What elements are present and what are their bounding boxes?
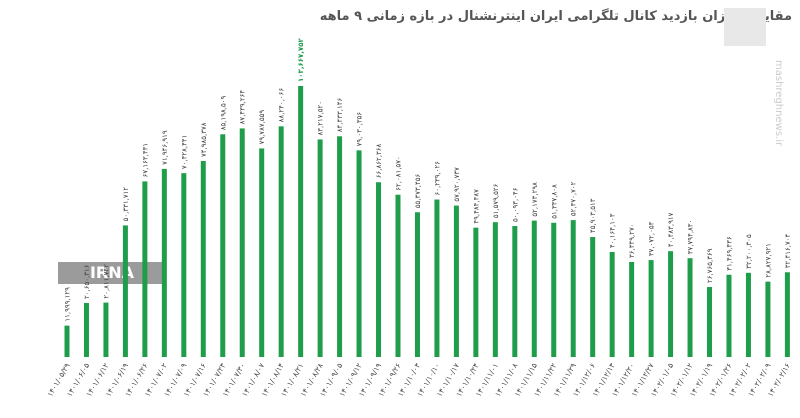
bar bbox=[745, 272, 751, 357]
value-label: ۴۹,۴۸۴,۴۸۷ bbox=[472, 189, 480, 224]
bar bbox=[278, 126, 284, 357]
bar bbox=[687, 258, 693, 357]
value-label: ۷۴,۹۸۵,۳۷۸ bbox=[200, 122, 208, 157]
bar bbox=[765, 281, 771, 357]
bar bbox=[512, 226, 518, 357]
bar bbox=[434, 199, 440, 357]
bar bbox=[551, 222, 557, 357]
value-label: ۶۲,۰۸۱,۵۷۰ bbox=[394, 156, 402, 191]
bar bbox=[707, 287, 713, 357]
value-label: ۵۱,۵۷۹,۵۲۶ bbox=[492, 183, 500, 218]
bar bbox=[668, 251, 674, 357]
value-label: ۶۶,۸۶۲,۳۶۸ bbox=[375, 143, 383, 178]
watermark-box bbox=[58, 262, 166, 284]
bar bbox=[142, 181, 148, 357]
value-label: ۲۶,۷۶۵,۳۶۹ bbox=[706, 248, 714, 283]
value-label: ۱۱,۹۹۹,۱۲۹ bbox=[64, 287, 72, 322]
value-label: ۳۲,۲۰۰,۳۰۵ bbox=[745, 234, 753, 269]
bar bbox=[473, 227, 479, 357]
value-label: ۴۰,۱۶۴,۱۰۳ bbox=[609, 213, 617, 248]
value-label: ۳۶,۳۴۹,۲۷۰ bbox=[628, 223, 636, 258]
watermark: IRNA bbox=[90, 263, 135, 282]
bar bbox=[726, 274, 732, 357]
value-label: ۷۱,۹۴۶,۹۱۹ bbox=[161, 130, 169, 165]
value-label: ۵۰,۰۹۳,۰۴۶ bbox=[511, 187, 519, 222]
chart-title: مقایسه میزان بازدید کانال تلگرامی ایران … bbox=[320, 8, 792, 24]
logo bbox=[724, 8, 766, 46]
bar bbox=[609, 252, 615, 357]
value-label: ۵۰,۳۳۱,۷۱۲ bbox=[122, 187, 130, 222]
bar bbox=[64, 325, 70, 357]
bar bbox=[83, 303, 89, 357]
value-label: ۸۵,۱۹۸,۵۰۹ bbox=[219, 96, 227, 131]
bar bbox=[629, 261, 635, 357]
value-label: ۵۲,۱۷۳,۲۹۸ bbox=[531, 182, 539, 217]
bar bbox=[103, 302, 109, 357]
bar bbox=[531, 220, 537, 357]
value-label: ۵۱,۳۳۷,۸۰۸ bbox=[550, 184, 558, 219]
value-label: ۶۰,۲۳۹,۰۲۶ bbox=[433, 161, 441, 196]
value-label: ۵۷,۹۲۰,۷۳۷ bbox=[453, 167, 461, 202]
value-label: ۷۹,۷۸۷,۵۵۹ bbox=[258, 110, 266, 145]
value-label: ۵۵,۳۷۳,۴۵۶ bbox=[414, 173, 422, 208]
value-label: ۸۳,۲۱۷,۵۲۰ bbox=[317, 101, 325, 136]
bar bbox=[356, 150, 362, 357]
bar bbox=[161, 168, 167, 357]
bar bbox=[453, 205, 459, 357]
value-label: ۴۰,۴۸۳,۹۱۷ bbox=[667, 212, 675, 247]
value-label: ۳۱,۴۶۹,۴۳۶ bbox=[725, 236, 733, 271]
value-label: ۵۲,۳۷۰,۷۰۲ bbox=[570, 181, 578, 216]
value-label: ۳۲,۴۱۶,۷۰۴ bbox=[784, 233, 792, 268]
value-label: ۲۰,۸۱۱,۷۴۲ bbox=[102, 264, 110, 299]
bar bbox=[337, 136, 343, 357]
bar bbox=[570, 220, 576, 357]
bar bbox=[395, 194, 401, 357]
value-label: ۶۷,۱۶۳,۴۳۱ bbox=[141, 143, 149, 178]
value-label: ۸۷,۴۳۹,۲۶۴ bbox=[239, 90, 247, 125]
value-label: ۷۹,۰۳۰,۳۵۶ bbox=[356, 112, 364, 147]
bar bbox=[590, 237, 596, 357]
value-label: ۱۰۳,۶۶۷,۷۵۲ bbox=[297, 38, 305, 82]
value-label: ۷۰,۳۲۸,۴۴۱ bbox=[180, 135, 188, 170]
bar bbox=[492, 222, 498, 357]
bar bbox=[122, 225, 128, 357]
value-label: ۸۴,۴۳۳,۱۴۶ bbox=[336, 98, 344, 133]
bar bbox=[648, 260, 654, 357]
value-label: ۴۵,۹۰۳,۵۱۳ bbox=[589, 198, 597, 233]
bar bbox=[317, 139, 323, 357]
watermark: mashreghnews.ir bbox=[773, 60, 784, 147]
bar bbox=[259, 148, 265, 357]
bar bbox=[239, 128, 245, 357]
value-label: ۳۷,۰۷۲,۰۵۳ bbox=[648, 221, 656, 256]
bar bbox=[200, 160, 206, 357]
bar bbox=[220, 134, 226, 357]
bar bbox=[414, 212, 420, 357]
bar bbox=[298, 86, 304, 357]
value-label: ۲۰,۶۵۰,۳۱۶ bbox=[83, 264, 91, 299]
bar bbox=[181, 173, 187, 357]
value-label: ۳۷,۷۹۴,۸۳۰ bbox=[687, 220, 695, 255]
bar bbox=[784, 272, 790, 357]
bar bbox=[376, 182, 382, 357]
value-label: ۸۸,۲۴۰,۰۶۶ bbox=[278, 88, 286, 123]
value-label: ۲۸,۸۲۷,۹۲۱ bbox=[764, 243, 772, 278]
